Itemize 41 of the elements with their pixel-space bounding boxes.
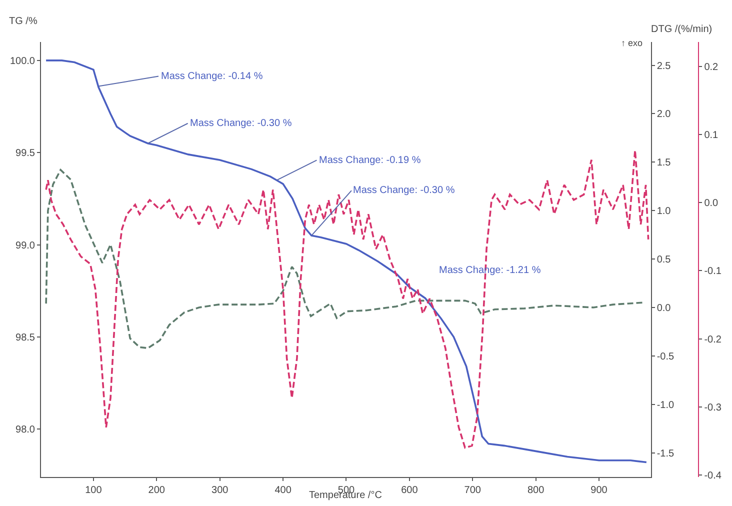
- annotation: Mass Change: -0.19 %: [319, 155, 421, 166]
- annotation: Mass Change: -1.21 %: [439, 265, 541, 276]
- annotation: ↑ exo: [621, 38, 643, 48]
- y3-tick-label: -0.1: [704, 266, 722, 278]
- line-series: [45, 60, 648, 464]
- y-tick-label: 99.0: [16, 240, 36, 252]
- y3-tick-label: 0.2: [704, 62, 719, 74]
- y3-axis-title: DTG /(%/min): [651, 24, 712, 35]
- annotation: Mass Change: -0.30 %: [190, 118, 292, 129]
- y-axis-title: TG /%: [9, 16, 38, 27]
- x-tick-label: 900: [590, 485, 608, 496]
- annotation: Mass Change: -0.14 %: [161, 71, 263, 82]
- x-tick-label: 800: [527, 485, 545, 496]
- annotation: Mass Change: -0.30 %: [353, 185, 455, 196]
- x-tick-label: 200: [148, 485, 166, 496]
- line-series: [45, 149, 650, 449]
- y2-tick-label: -1.5: [656, 448, 675, 460]
- y2-tick-label: 0.0: [656, 302, 672, 314]
- y2-tick-label: -0.5: [656, 351, 675, 362]
- y3-tick-label: 0.1: [704, 130, 719, 142]
- x-tick-label: 400: [274, 485, 292, 496]
- y2-tick-label: 2.0: [656, 109, 672, 120]
- x-axis-title: Temperature /°C: [309, 490, 382, 501]
- y3-tick-label: -0.3: [704, 402, 722, 414]
- y3-tick-label: -0.4: [704, 470, 722, 482]
- x-tick-label: 700: [464, 485, 482, 496]
- y-tick-label: 100.0: [10, 56, 36, 67]
- y2-tick-label: 1.0: [656, 206, 672, 218]
- y-tick-label: 98.5: [16, 332, 36, 344]
- y-tick-label: 98.0: [16, 424, 36, 436]
- y3-tick-label: 0.0: [704, 198, 719, 210]
- y2-tick-label: 1.5: [656, 158, 672, 169]
- y2-tick-label: -1.0: [656, 400, 675, 411]
- x-tick-label: 100: [85, 485, 102, 496]
- y2-tick-label: 2.5: [656, 60, 672, 72]
- y2-tick-label: 0.5: [656, 254, 672, 266]
- line-series: [45, 168, 644, 350]
- x-tick-label: 300: [212, 485, 229, 496]
- x-tick-label: 600: [401, 485, 418, 496]
- y-tick-label: 99.5: [16, 148, 36, 160]
- y3-tick-label: -0.2: [704, 334, 722, 346]
